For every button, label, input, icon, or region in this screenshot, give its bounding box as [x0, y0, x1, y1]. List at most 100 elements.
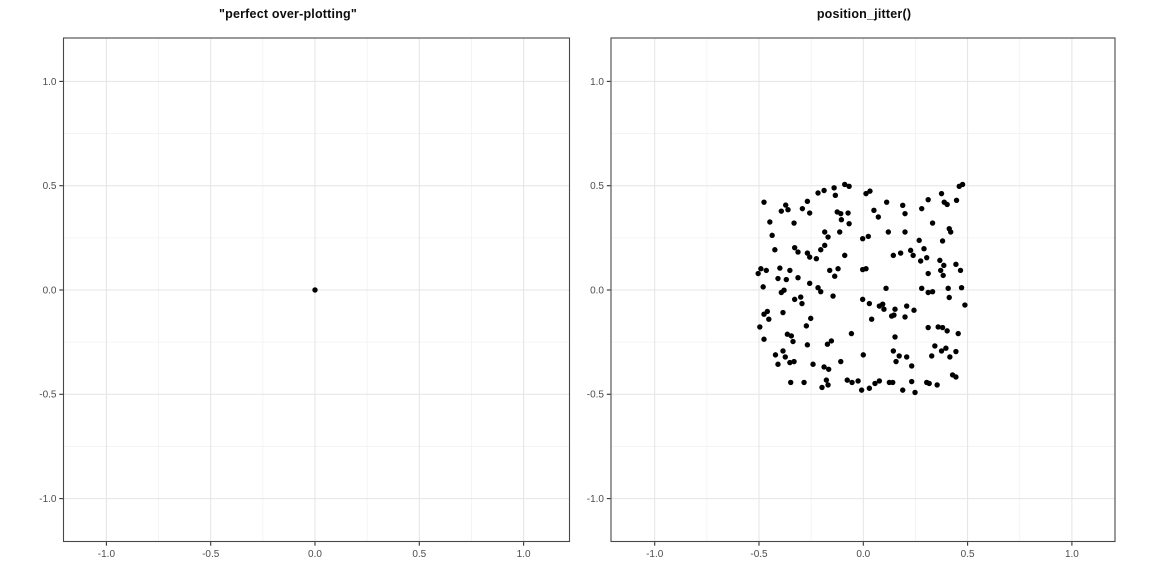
data-point	[932, 343, 938, 349]
data-point	[758, 266, 764, 272]
data-point	[940, 272, 946, 279]
data-point	[788, 333, 795, 339]
data-point	[815, 190, 821, 196]
data-point	[925, 324, 931, 331]
data-point	[919, 205, 925, 212]
data-point	[761, 199, 767, 205]
data-point	[772, 247, 778, 253]
data-point	[764, 308, 771, 315]
data-point	[955, 330, 961, 337]
data-point	[803, 323, 810, 329]
data-point	[769, 232, 775, 239]
data-point	[907, 247, 914, 254]
data-point	[929, 353, 935, 359]
data-point	[804, 198, 811, 205]
data-point	[795, 274, 801, 281]
data-point	[823, 377, 830, 383]
data-point	[777, 265, 783, 271]
data-point	[778, 208, 785, 214]
y-tick-label: -0.5	[39, 390, 57, 401]
data-point	[924, 254, 930, 261]
data-point	[831, 185, 837, 191]
data-point	[879, 301, 886, 307]
y-tick-label: 0.0	[590, 285, 604, 296]
data-point	[804, 342, 811, 348]
data-point	[893, 358, 899, 365]
data-point	[791, 220, 797, 226]
data-point	[944, 201, 950, 208]
data-point	[801, 379, 807, 386]
data-point	[959, 181, 966, 188]
data-point	[921, 245, 927, 252]
x-tick-label: 0.5	[412, 549, 426, 560]
data-point	[832, 273, 838, 279]
data-point	[958, 285, 965, 291]
y-tick-label: 1.0	[43, 77, 57, 88]
x-tick-label: 1.0	[1065, 549, 1079, 560]
data-point	[760, 284, 766, 290]
data-point	[780, 348, 786, 354]
data-point	[941, 262, 947, 269]
data-point	[917, 258, 924, 264]
data-point	[943, 345, 949, 351]
data-point	[838, 217, 845, 223]
data-point	[939, 238, 946, 244]
data-point	[938, 190, 945, 197]
data-point	[912, 389, 918, 396]
data-point	[957, 267, 964, 274]
data-point	[934, 382, 940, 388]
data-point	[788, 379, 794, 386]
data-point	[827, 267, 833, 274]
x-tick-label: -1.0	[98, 549, 116, 560]
data-point	[844, 377, 850, 383]
data-point	[842, 181, 848, 188]
data-point	[783, 202, 789, 208]
data-point	[900, 387, 906, 393]
panel-border	[62, 37, 571, 543]
data-point	[859, 266, 866, 273]
data-point	[825, 234, 831, 240]
data-point	[944, 328, 950, 334]
data-point	[837, 229, 843, 235]
data-point	[783, 276, 790, 283]
data-point	[900, 202, 906, 209]
x-tick-label: 0.5	[961, 549, 975, 560]
y-tick-label: 0.5	[590, 181, 604, 192]
data-point	[799, 300, 805, 307]
data-point	[799, 205, 806, 212]
data-point	[953, 348, 959, 355]
data-point	[763, 267, 770, 274]
data-point	[947, 354, 953, 360]
y-tick-label: -1.0	[587, 494, 605, 505]
data-point	[953, 197, 960, 204]
data-point	[946, 294, 952, 301]
data-point	[804, 250, 811, 256]
x-tick-label: -1.0	[646, 549, 664, 560]
x-tick-label: -0.5	[750, 549, 768, 560]
plot-title-jitter: position_jitter()	[816, 7, 912, 21]
data-point	[908, 378, 915, 385]
data-point	[919, 285, 925, 292]
plot-panel-jitter: -1.0 -0.5 0.0 0.5 1.0 -1.0 -0.5 0.0 0.5 1.0	[587, 37, 1116, 560]
data-point	[939, 324, 946, 331]
data-point	[890, 348, 897, 354]
data-point	[846, 220, 852, 227]
data-point	[810, 361, 816, 367]
data-point	[821, 364, 827, 370]
data-point	[772, 352, 779, 358]
data-point	[806, 254, 813, 260]
data-point	[806, 280, 813, 287]
data-point	[890, 379, 896, 386]
data-point	[883, 199, 890, 205]
data-point	[916, 237, 922, 244]
data-point	[815, 285, 821, 291]
data-point	[926, 380, 932, 387]
data-point	[881, 306, 887, 312]
data-point	[953, 261, 959, 268]
data-point	[859, 296, 866, 303]
data-point	[876, 378, 883, 384]
data-point	[795, 249, 801, 255]
data-point	[846, 183, 852, 190]
data-point	[945, 285, 951, 292]
data-point	[791, 296, 798, 303]
